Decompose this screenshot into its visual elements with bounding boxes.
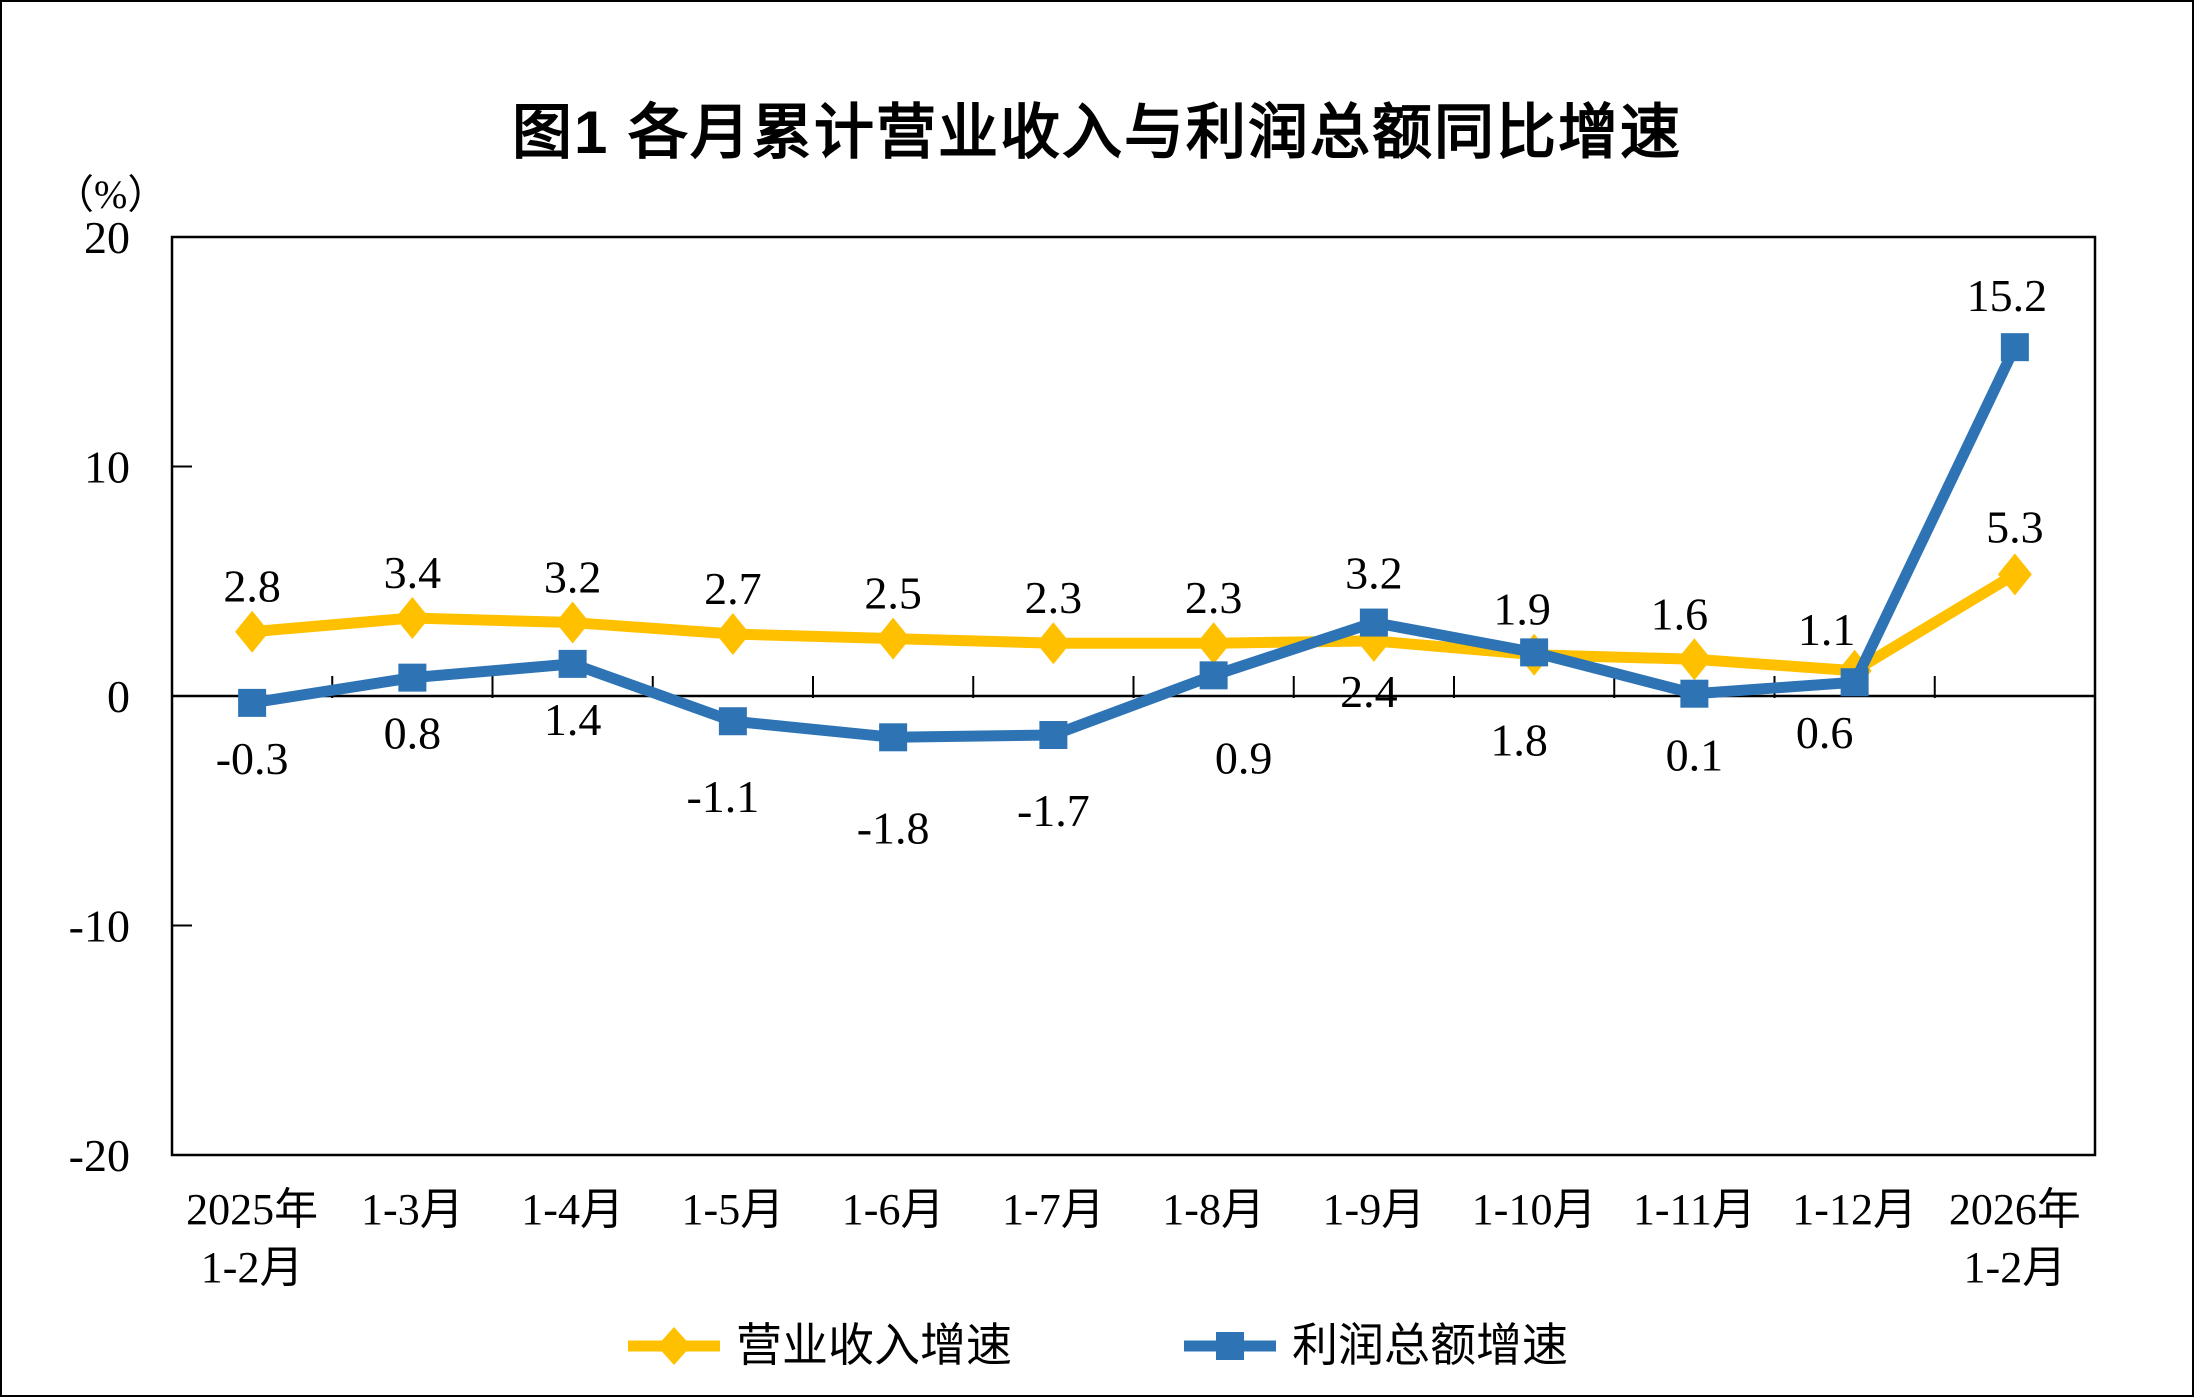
square-marker xyxy=(1039,721,1068,750)
square-marker xyxy=(2000,333,2029,362)
y-tick-label: -20 xyxy=(69,1130,130,1181)
data-label: 0.1 xyxy=(1666,730,1724,781)
legend-item-profit: 利润总额增速 xyxy=(1182,1317,1568,1375)
x-tick-label: 1-2月 xyxy=(201,1243,304,1292)
legend-item-revenue: 营业收入增速 xyxy=(626,1317,1012,1375)
x-tick-label: 1-10月 xyxy=(1472,1185,1597,1234)
data-label: 3.2 xyxy=(1345,548,1403,599)
square-marker xyxy=(398,663,427,692)
x-tick-label: 1-2月 xyxy=(1964,1243,2067,1292)
x-tick-label: 1-12月 xyxy=(1792,1185,1917,1234)
data-label: 0.8 xyxy=(384,708,442,759)
data-label: -1.1 xyxy=(686,771,759,822)
square-marker xyxy=(238,688,267,717)
x-tick-label: 1-8月 xyxy=(1162,1185,1265,1234)
chart-legend: 营业收入增速 利润总额增速 xyxy=(2,1316,2192,1376)
data-label: 15.2 xyxy=(1967,270,2048,321)
diamond-marker xyxy=(1036,622,1071,665)
data-label: 1.6 xyxy=(1651,588,1709,639)
data-label: 0.9 xyxy=(1215,732,1273,783)
profit-series-swatch xyxy=(1184,1332,1276,1360)
x-axis-labels: 2025年 1-2月 1-3月 1-4月 1-5月 1-6月 1-7月 1-8月 1-9月 1-1… xyxy=(186,1185,2081,1292)
data-label: 0.6 xyxy=(1796,707,1854,758)
diamond-marker xyxy=(395,596,430,639)
revenue-series-swatch xyxy=(628,1327,720,1365)
y-tick-label: 0 xyxy=(107,671,130,722)
y-tick-label: -10 xyxy=(69,901,130,952)
data-label: -1.7 xyxy=(1017,785,1090,836)
square-marker xyxy=(1520,638,1549,667)
revenue-series: 2.8 3.4 3.2 2.7 2.5 2.3 2.3 2.4 1.8 1.6 1.1 5.3 xyxy=(223,501,2043,765)
data-label: 2.5 xyxy=(864,568,922,619)
data-label: 2.4 xyxy=(1340,666,1398,717)
x-tick-label: 2025年 xyxy=(186,1185,318,1234)
data-label: 1.1 xyxy=(1798,604,1856,655)
data-label: 2.3 xyxy=(1185,572,1243,623)
square-marker xyxy=(1199,661,1228,690)
diamond-marker xyxy=(715,613,750,656)
square-marker xyxy=(1840,668,1869,697)
data-label: 3.2 xyxy=(544,552,602,603)
x-tick-label: 1-5月 xyxy=(682,1185,785,1234)
x-tick-label: 1-7月 xyxy=(1002,1185,1105,1234)
y-axis-unit-label: （%） xyxy=(54,172,168,217)
diamond-marker xyxy=(1196,622,1231,665)
chart-title: 图1 各月累计营业收入与利润总额同比增速 xyxy=(511,99,1683,166)
x-tick-label: 1-9月 xyxy=(1323,1185,1426,1234)
data-label: 2.8 xyxy=(223,561,281,612)
square-marker xyxy=(879,723,908,752)
data-label: 1.4 xyxy=(544,694,602,745)
data-label: 5.3 xyxy=(1986,501,2044,552)
data-label: -1.8 xyxy=(857,802,930,853)
data-label: 3.4 xyxy=(384,547,442,598)
diamond-marker xyxy=(235,610,270,653)
square-marker xyxy=(558,649,587,678)
x-tick-label: 2026年 xyxy=(1949,1185,2081,1234)
data-label: 2.3 xyxy=(1025,572,1083,623)
data-label: 2.7 xyxy=(704,563,762,614)
y-tick-label: 20 xyxy=(84,212,130,263)
x-tick-label: 1-11月 xyxy=(1633,1185,1756,1234)
data-label: -0.3 xyxy=(216,733,289,784)
diamond-marker xyxy=(1677,638,1712,681)
diamond-marker xyxy=(1997,553,2032,596)
diamond-marker xyxy=(555,601,590,644)
legend-label-profit: 利润总额增速 xyxy=(1292,1320,1568,1371)
y-axis: 20 10 0 -10 -20 xyxy=(69,212,192,1181)
x-tick-label: 1-4月 xyxy=(521,1185,624,1234)
diamond-marker-icon xyxy=(657,1327,691,1365)
x-tick-label: 1-3月 xyxy=(361,1185,464,1234)
data-label: 1.8 xyxy=(1490,715,1548,766)
square-marker xyxy=(1359,608,1388,637)
profit-series: -0.3 0.8 1.4 -1.1 -1.8 -1.7 0.9 3.2 1.9 0.1 0.6 15.… xyxy=(216,270,2047,853)
legend-label-revenue: 营业收入增速 xyxy=(736,1320,1012,1371)
square-marker xyxy=(718,707,747,736)
x-tick-label: 1-6月 xyxy=(842,1185,945,1234)
square-marker xyxy=(1680,679,1709,708)
y-tick-label: 10 xyxy=(84,442,130,493)
data-label: 1.9 xyxy=(1493,583,1551,634)
square-marker-icon xyxy=(1216,1332,1244,1360)
diamond-marker xyxy=(876,617,911,660)
